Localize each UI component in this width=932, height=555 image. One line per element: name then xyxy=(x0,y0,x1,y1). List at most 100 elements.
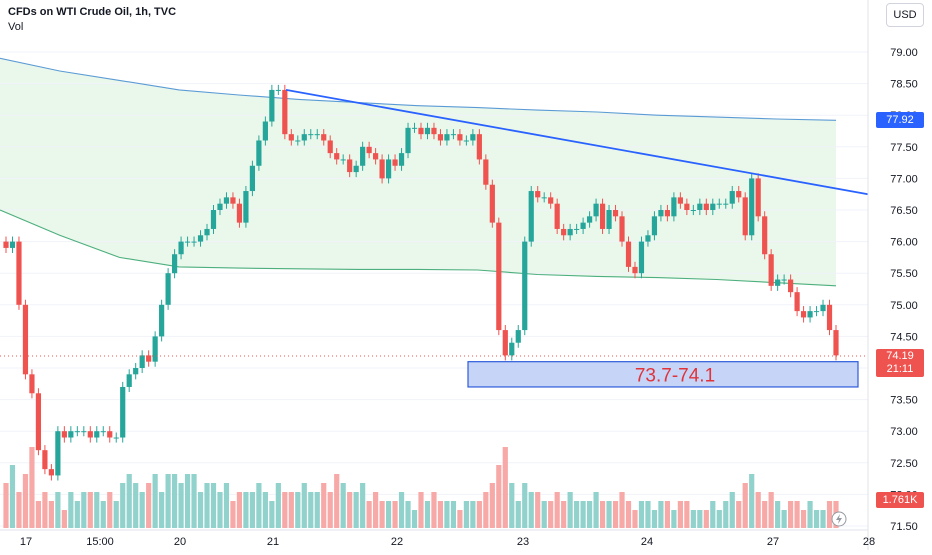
volume-bar xyxy=(35,501,42,528)
volume-bar xyxy=(794,501,800,528)
volume-bar xyxy=(159,492,165,528)
x-tick-label: 15:00 xyxy=(86,536,114,548)
volume-bar xyxy=(664,501,671,528)
volume-bar xyxy=(113,501,119,528)
currency-button[interactable]: USD xyxy=(886,3,924,27)
x-tick-label: 22 xyxy=(391,536,403,548)
candle-body xyxy=(301,134,307,141)
support-zone-label: 73.7-74.1 xyxy=(635,365,715,386)
volume-bar xyxy=(48,501,54,528)
volume-bar xyxy=(593,492,599,528)
candle-body xyxy=(100,431,106,433)
symbol-title: CFDs on WTI Crude Oil, 1h, TVC xyxy=(8,6,177,18)
volume-bar xyxy=(184,474,191,528)
volume-bar xyxy=(424,501,431,528)
volume-bar xyxy=(22,474,29,528)
volume-bar xyxy=(126,474,132,528)
volume-bar xyxy=(256,483,262,528)
candle-body xyxy=(729,191,735,204)
candle-body xyxy=(658,210,664,217)
ma-band-shade xyxy=(0,58,836,286)
candle-body xyxy=(612,210,619,217)
candle-body xyxy=(496,222,502,331)
candle-body xyxy=(165,273,171,305)
volume-bar xyxy=(450,501,457,528)
volume-bar xyxy=(282,492,288,528)
candle-body xyxy=(697,203,703,210)
volume-bar xyxy=(716,510,722,528)
volume-bar xyxy=(146,483,152,528)
candle-body xyxy=(249,165,256,192)
candle-body xyxy=(509,342,515,356)
volume-bar xyxy=(353,492,359,528)
candle-body xyxy=(223,197,230,204)
volume-bar xyxy=(561,501,567,528)
volume-bar xyxy=(223,483,230,528)
candle-body xyxy=(561,228,567,236)
volume-bar xyxy=(457,510,463,528)
volume-bar xyxy=(16,492,22,528)
volume-bar xyxy=(807,501,813,528)
candle-body xyxy=(418,127,424,135)
volume-bar xyxy=(385,501,392,528)
candle-body xyxy=(379,159,385,179)
candle-body xyxy=(230,197,236,204)
candle-body xyxy=(385,159,392,179)
volume-bar xyxy=(606,501,612,528)
candle-body xyxy=(275,89,281,91)
y-tick-label: 79.00 xyxy=(890,47,918,59)
y-tick-label: 76.50 xyxy=(890,205,918,217)
candle-body xyxy=(781,279,787,281)
candle-body xyxy=(580,222,586,229)
lightning-icon[interactable] xyxy=(831,511,847,527)
volume-bar xyxy=(554,492,560,528)
y-tick-label: 73.00 xyxy=(890,426,918,438)
candle-body xyxy=(204,228,210,236)
volume-bar xyxy=(729,492,735,528)
candle-body xyxy=(126,374,132,387)
candle-body xyxy=(120,386,126,438)
candle-body xyxy=(327,140,333,154)
volume-bar xyxy=(690,510,696,528)
candle-body xyxy=(191,241,197,243)
candle-body xyxy=(664,210,671,217)
candle-body xyxy=(360,146,366,166)
volume-bar xyxy=(418,492,424,528)
candle-body xyxy=(159,304,165,337)
volume-bar xyxy=(405,501,411,528)
volume-bar xyxy=(295,492,301,528)
candle-body xyxy=(107,431,113,438)
candle-body xyxy=(288,134,294,141)
volume-bar xyxy=(269,501,275,528)
candle-body xyxy=(340,159,346,161)
volume-bar xyxy=(327,492,333,528)
volume-bar xyxy=(651,510,658,528)
x-tick-label: 20 xyxy=(174,536,186,548)
x-tick-label: 21 xyxy=(267,536,279,548)
trendline xyxy=(285,89,869,196)
candle-body xyxy=(184,241,191,243)
candle-body xyxy=(373,153,379,160)
volume-bar xyxy=(197,492,204,528)
volume-bar xyxy=(217,492,223,528)
candle-body xyxy=(502,330,508,356)
volume-bar xyxy=(612,501,619,528)
volume-bar xyxy=(411,510,418,528)
volume-bar xyxy=(541,501,547,528)
candle-body xyxy=(528,191,534,242)
volume-bar xyxy=(236,492,243,528)
candle-body xyxy=(81,431,87,433)
volume-bar xyxy=(509,483,515,528)
volume-bar xyxy=(580,501,586,528)
candle-body xyxy=(94,431,100,438)
y-tick-label: 74.50 xyxy=(890,331,918,343)
candle-body xyxy=(152,336,158,362)
x-tick-label: 17 xyxy=(20,536,32,548)
volume-bar xyxy=(703,510,709,528)
candle-body xyxy=(398,153,405,166)
volume-bar xyxy=(489,483,495,528)
volume-bar xyxy=(230,501,236,528)
bar-countdown: 21:11 xyxy=(886,362,914,375)
